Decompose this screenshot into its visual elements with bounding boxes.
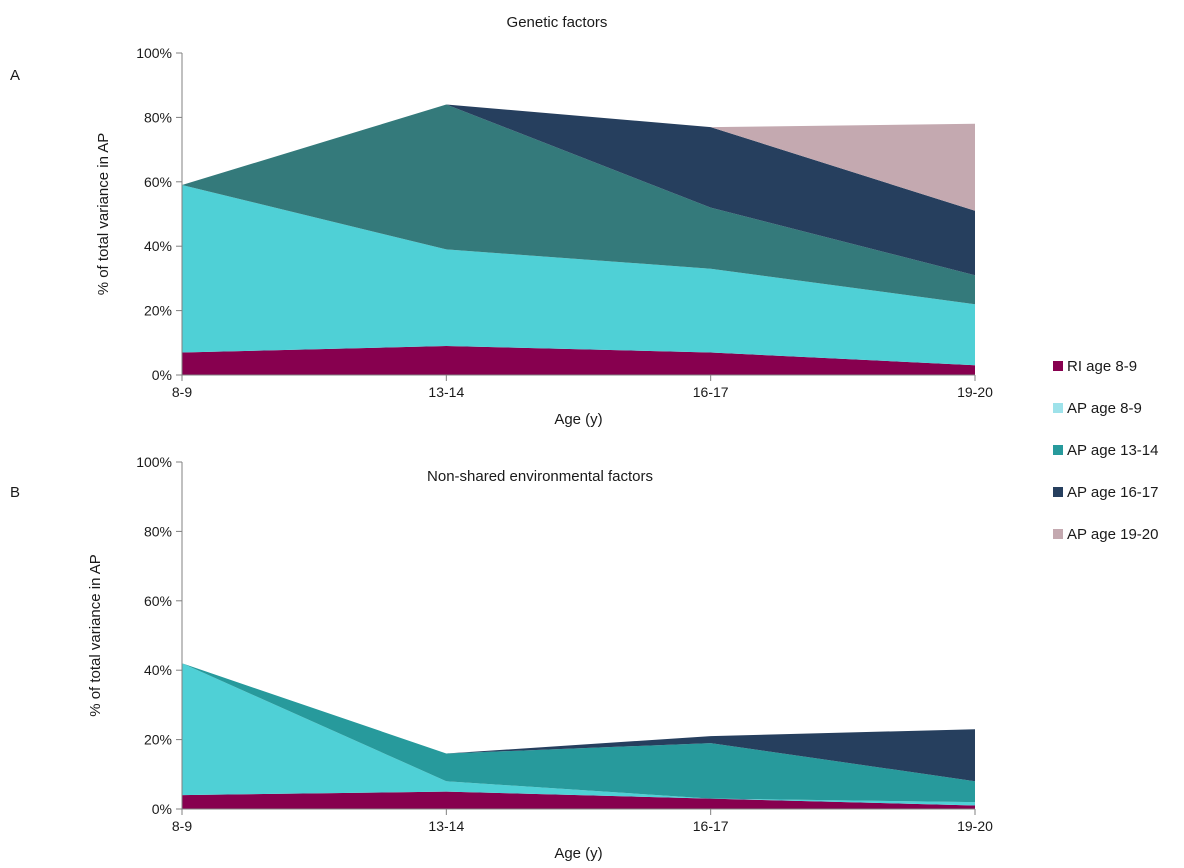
panel-a-letter: A [10, 67, 20, 84]
panel-b-chart: B 0% 20% 40% 60% 80% 100% 8-9 13-14 16-17 19-20 No… [10, 454, 993, 862]
legend-label: RI age 8-9 [1067, 358, 1137, 375]
panel-a-area-ap-age-8-9 [182, 185, 975, 366]
panel-a-x-axis-title: Age (y) [554, 411, 602, 428]
panel-b-x-tick-label: 19-20 [957, 818, 993, 834]
panel-b-letter: B [10, 484, 20, 501]
panel-a-y-tick-label: 40% [144, 238, 172, 254]
legend-swatch [1053, 529, 1063, 539]
legend-swatch [1053, 403, 1063, 413]
legend-label: AP age 19-20 [1067, 526, 1158, 543]
panel-a-x-tick-label: 16-17 [693, 384, 729, 400]
legend-swatch [1053, 445, 1063, 455]
legend-swatch [1053, 361, 1063, 371]
panel-b-areas [182, 663, 975, 809]
legend-label: AP age 16-17 [1067, 484, 1158, 501]
panel-b-area-ap-age-16-17 [446, 729, 975, 782]
panel-a-chart: A 0% 20% 40% 60% 80% 100% 8-9 13-14 16-17 19-20 Ge… [10, 14, 993, 428]
panel-b-x-tick-label: 8-9 [172, 818, 192, 834]
panel-a-area-ap-age-19-20 [710, 123, 975, 211]
panel-b-title: Non-shared environmental factors [427, 468, 653, 485]
legend: RI age 8-9 AP age 8-9 AP age 13-14 AP age 1… [1053, 358, 1158, 543]
panel-b-x-tick-label: 13-14 [428, 818, 464, 834]
panel-a-x-tick-label: 8-9 [172, 384, 192, 400]
panel-b-y-tick-label: 0% [152, 801, 172, 817]
panel-a-y-tick-label: 80% [144, 109, 172, 125]
panel-b-y-tick-label: 80% [144, 523, 172, 539]
panel-a-x-tick-label: 13-14 [428, 384, 464, 400]
panel-b-y-tick-label: 20% [144, 732, 172, 748]
panel-b-y-axis-title: % of total variance in AP [87, 554, 104, 717]
panel-a-area-ri-age-8-9 [182, 346, 975, 375]
panel-a-y-tick-label: 100% [136, 45, 172, 61]
panel-b-y-tick-label: 100% [136, 454, 172, 470]
panel-a-areas [182, 104, 975, 375]
legend-label: AP age 13-14 [1067, 442, 1158, 459]
panel-b-x-tick-label: 16-17 [693, 818, 729, 834]
panel-a-title: Genetic factors [507, 14, 608, 31]
panel-a-x-tick-label: 19-20 [957, 384, 993, 400]
panel-a-axes: 0% 20% 40% 60% 80% 100% 8-9 13-14 16-17 19-20 Gene… [95, 14, 993, 428]
panel-b-axes: 0% 20% 40% 60% 80% 100% 8-9 13-14 16-17 19-20 Non-… [87, 454, 993, 862]
panel-a-y-tick-label: 0% [152, 367, 172, 383]
panel-b-area-ri-age-8-9 [182, 791, 975, 809]
panel-b-x-axis-title: Age (y) [554, 845, 602, 862]
panel-a-area-ap-age-13-14 [182, 104, 975, 305]
panel-a-area-ap-age-16-17 [446, 104, 975, 276]
panel-a-y-tick-label: 60% [144, 174, 172, 190]
panel-a-y-axis-title: % of total variance in AP [95, 133, 112, 296]
panel-b-y-tick-label: 40% [144, 662, 172, 678]
panel-a-y-tick-label: 20% [144, 303, 172, 319]
panel-b-area-ap-age-8-9 [182, 663, 975, 806]
legend-swatch [1053, 487, 1063, 497]
panel-b-y-tick-label: 60% [144, 593, 172, 609]
legend-label: AP age 8-9 [1067, 400, 1142, 417]
panel-b-area-ap-age-13-14 [182, 663, 975, 803]
